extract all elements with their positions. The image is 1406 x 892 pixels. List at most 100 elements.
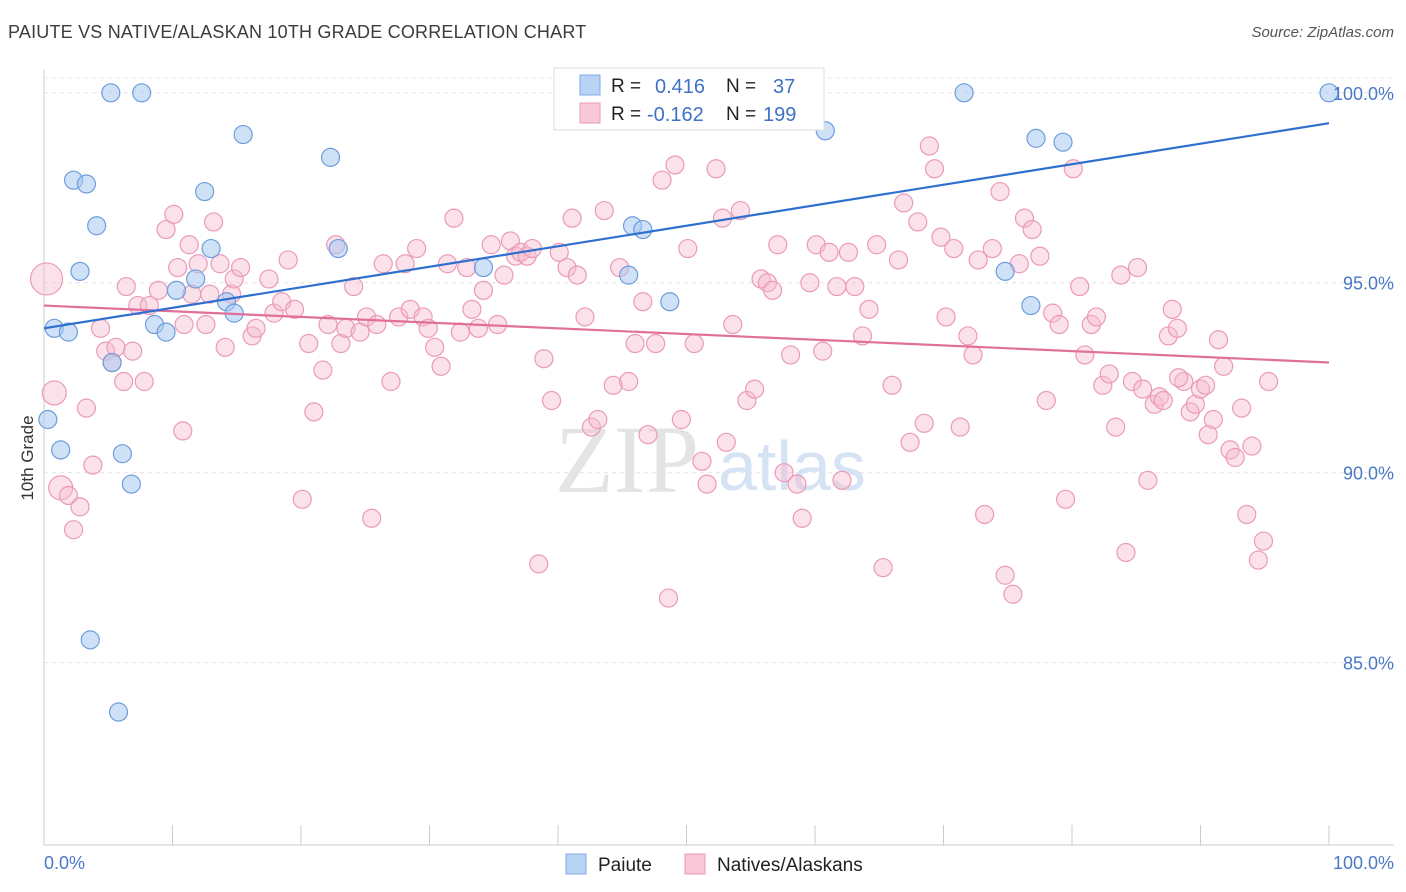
- natives-point: [1036, 390, 1056, 411]
- bottom-legend-swatch-paiute: [565, 853, 587, 875]
- natives-point: [914, 413, 934, 433]
- natives-point: [867, 235, 887, 255]
- paiute-point: [619, 265, 639, 285]
- paiute-point: [954, 83, 974, 103]
- bottom-legend-label-paiute: Paiute: [598, 855, 652, 876]
- natives-point: [1153, 390, 1173, 411]
- natives-point: [652, 170, 672, 190]
- natives-point: [367, 314, 387, 335]
- natives-point: [168, 257, 188, 278]
- paiute-point: [201, 238, 221, 259]
- natives-point: [259, 269, 279, 289]
- y-tick-label: 90.0%: [1343, 464, 1394, 484]
- natives-point: [1116, 542, 1136, 563]
- paiute-point: [995, 261, 1015, 281]
- natives-point: [1022, 219, 1042, 240]
- natives-point: [684, 333, 704, 354]
- natives-point: [924, 159, 945, 179]
- paiute-point: [112, 444, 132, 464]
- natives-point: [70, 497, 90, 517]
- natives-point: [658, 588, 679, 608]
- natives-point: [1162, 299, 1182, 319]
- natives-point: [944, 238, 964, 259]
- y-tick-label: 85.0%: [1343, 654, 1394, 674]
- chart-title: PAIUTE VS NATIVE/ALASKAN 10TH GRADE CORR…: [8, 22, 587, 42]
- natives-point: [567, 265, 587, 285]
- legend-swatch-natives: [579, 102, 601, 124]
- natives-point: [950, 417, 970, 437]
- natives-point: [284, 299, 305, 319]
- natives-point: [737, 390, 757, 411]
- natives-point: [395, 254, 415, 274]
- legend-r-value-1: 0.416: [655, 76, 705, 98]
- paiute-point: [1319, 83, 1339, 103]
- natives-point: [827, 276, 847, 297]
- natives-point: [730, 200, 751, 221]
- natives-point: [723, 314, 743, 335]
- paiute-point: [51, 440, 71, 460]
- natives-point: [774, 463, 794, 483]
- natives-point: [1232, 398, 1252, 418]
- natives-point: [1093, 375, 1113, 395]
- natives-point: [968, 250, 988, 270]
- natives-point: [76, 398, 97, 418]
- natives-point: [697, 474, 717, 494]
- natives-point: [63, 520, 84, 540]
- natives-point: [1055, 489, 1076, 509]
- natives-point: [995, 565, 1015, 585]
- natives-point: [665, 155, 685, 175]
- paiute-point: [1021, 295, 1041, 316]
- natives-point: [41, 380, 67, 406]
- paiute-point: [70, 261, 90, 281]
- paiute-point: [102, 352, 122, 373]
- natives-point: [1075, 345, 1095, 365]
- natives-point: [1237, 504, 1257, 525]
- natives-point: [873, 558, 893, 578]
- natives-point: [114, 371, 134, 392]
- natives-point: [838, 242, 859, 262]
- natives-point: [407, 238, 427, 259]
- paiute-point: [132, 83, 152, 103]
- natives-point: [331, 333, 351, 354]
- natives-point: [215, 337, 235, 357]
- natives-point: [494, 265, 514, 285]
- natives-point: [462, 299, 482, 319]
- y-tick-label: 95.0%: [1343, 274, 1394, 294]
- natives-point: [90, 318, 111, 338]
- natives-point: [29, 262, 64, 296]
- natives-point: [819, 242, 839, 262]
- natives-point: [83, 455, 103, 475]
- natives-point: [1248, 550, 1268, 570]
- natives-point: [594, 200, 614, 221]
- natives-point: [468, 318, 488, 338]
- natives-point: [1169, 368, 1189, 388]
- y-tick-label: 100.0%: [1333, 84, 1394, 104]
- natives-point: [780, 345, 801, 365]
- natives-point: [888, 250, 909, 270]
- natives-point: [1133, 379, 1153, 399]
- natives-point: [900, 432, 920, 452]
- natives-point: [1198, 425, 1218, 445]
- natives-point: [581, 417, 602, 437]
- y-tick-labels: 100.0% 95.0% 90.0% 85.0%: [1333, 84, 1394, 674]
- natives-point: [706, 159, 726, 179]
- natives-point: [787, 474, 807, 494]
- natives-point: [318, 314, 338, 335]
- natives-point: [762, 280, 783, 300]
- natives-point: [196, 314, 216, 335]
- natives-point: [894, 193, 914, 213]
- legend-r-value-2: -0.162: [647, 104, 704, 126]
- natives-point: [179, 235, 199, 255]
- natives-point: [557, 257, 577, 278]
- natives-point: [963, 345, 983, 365]
- natives-point: [58, 485, 79, 506]
- natives-point: [313, 360, 333, 380]
- natives-point: [1111, 265, 1131, 285]
- natives-point: [356, 307, 377, 327]
- natives-point: [908, 212, 928, 232]
- natives-point: [1167, 318, 1187, 338]
- natives-point: [1049, 314, 1069, 335]
- natives-point: [588, 409, 608, 430]
- legend-r-label-2: R =: [611, 104, 641, 125]
- natives-point: [231, 257, 251, 278]
